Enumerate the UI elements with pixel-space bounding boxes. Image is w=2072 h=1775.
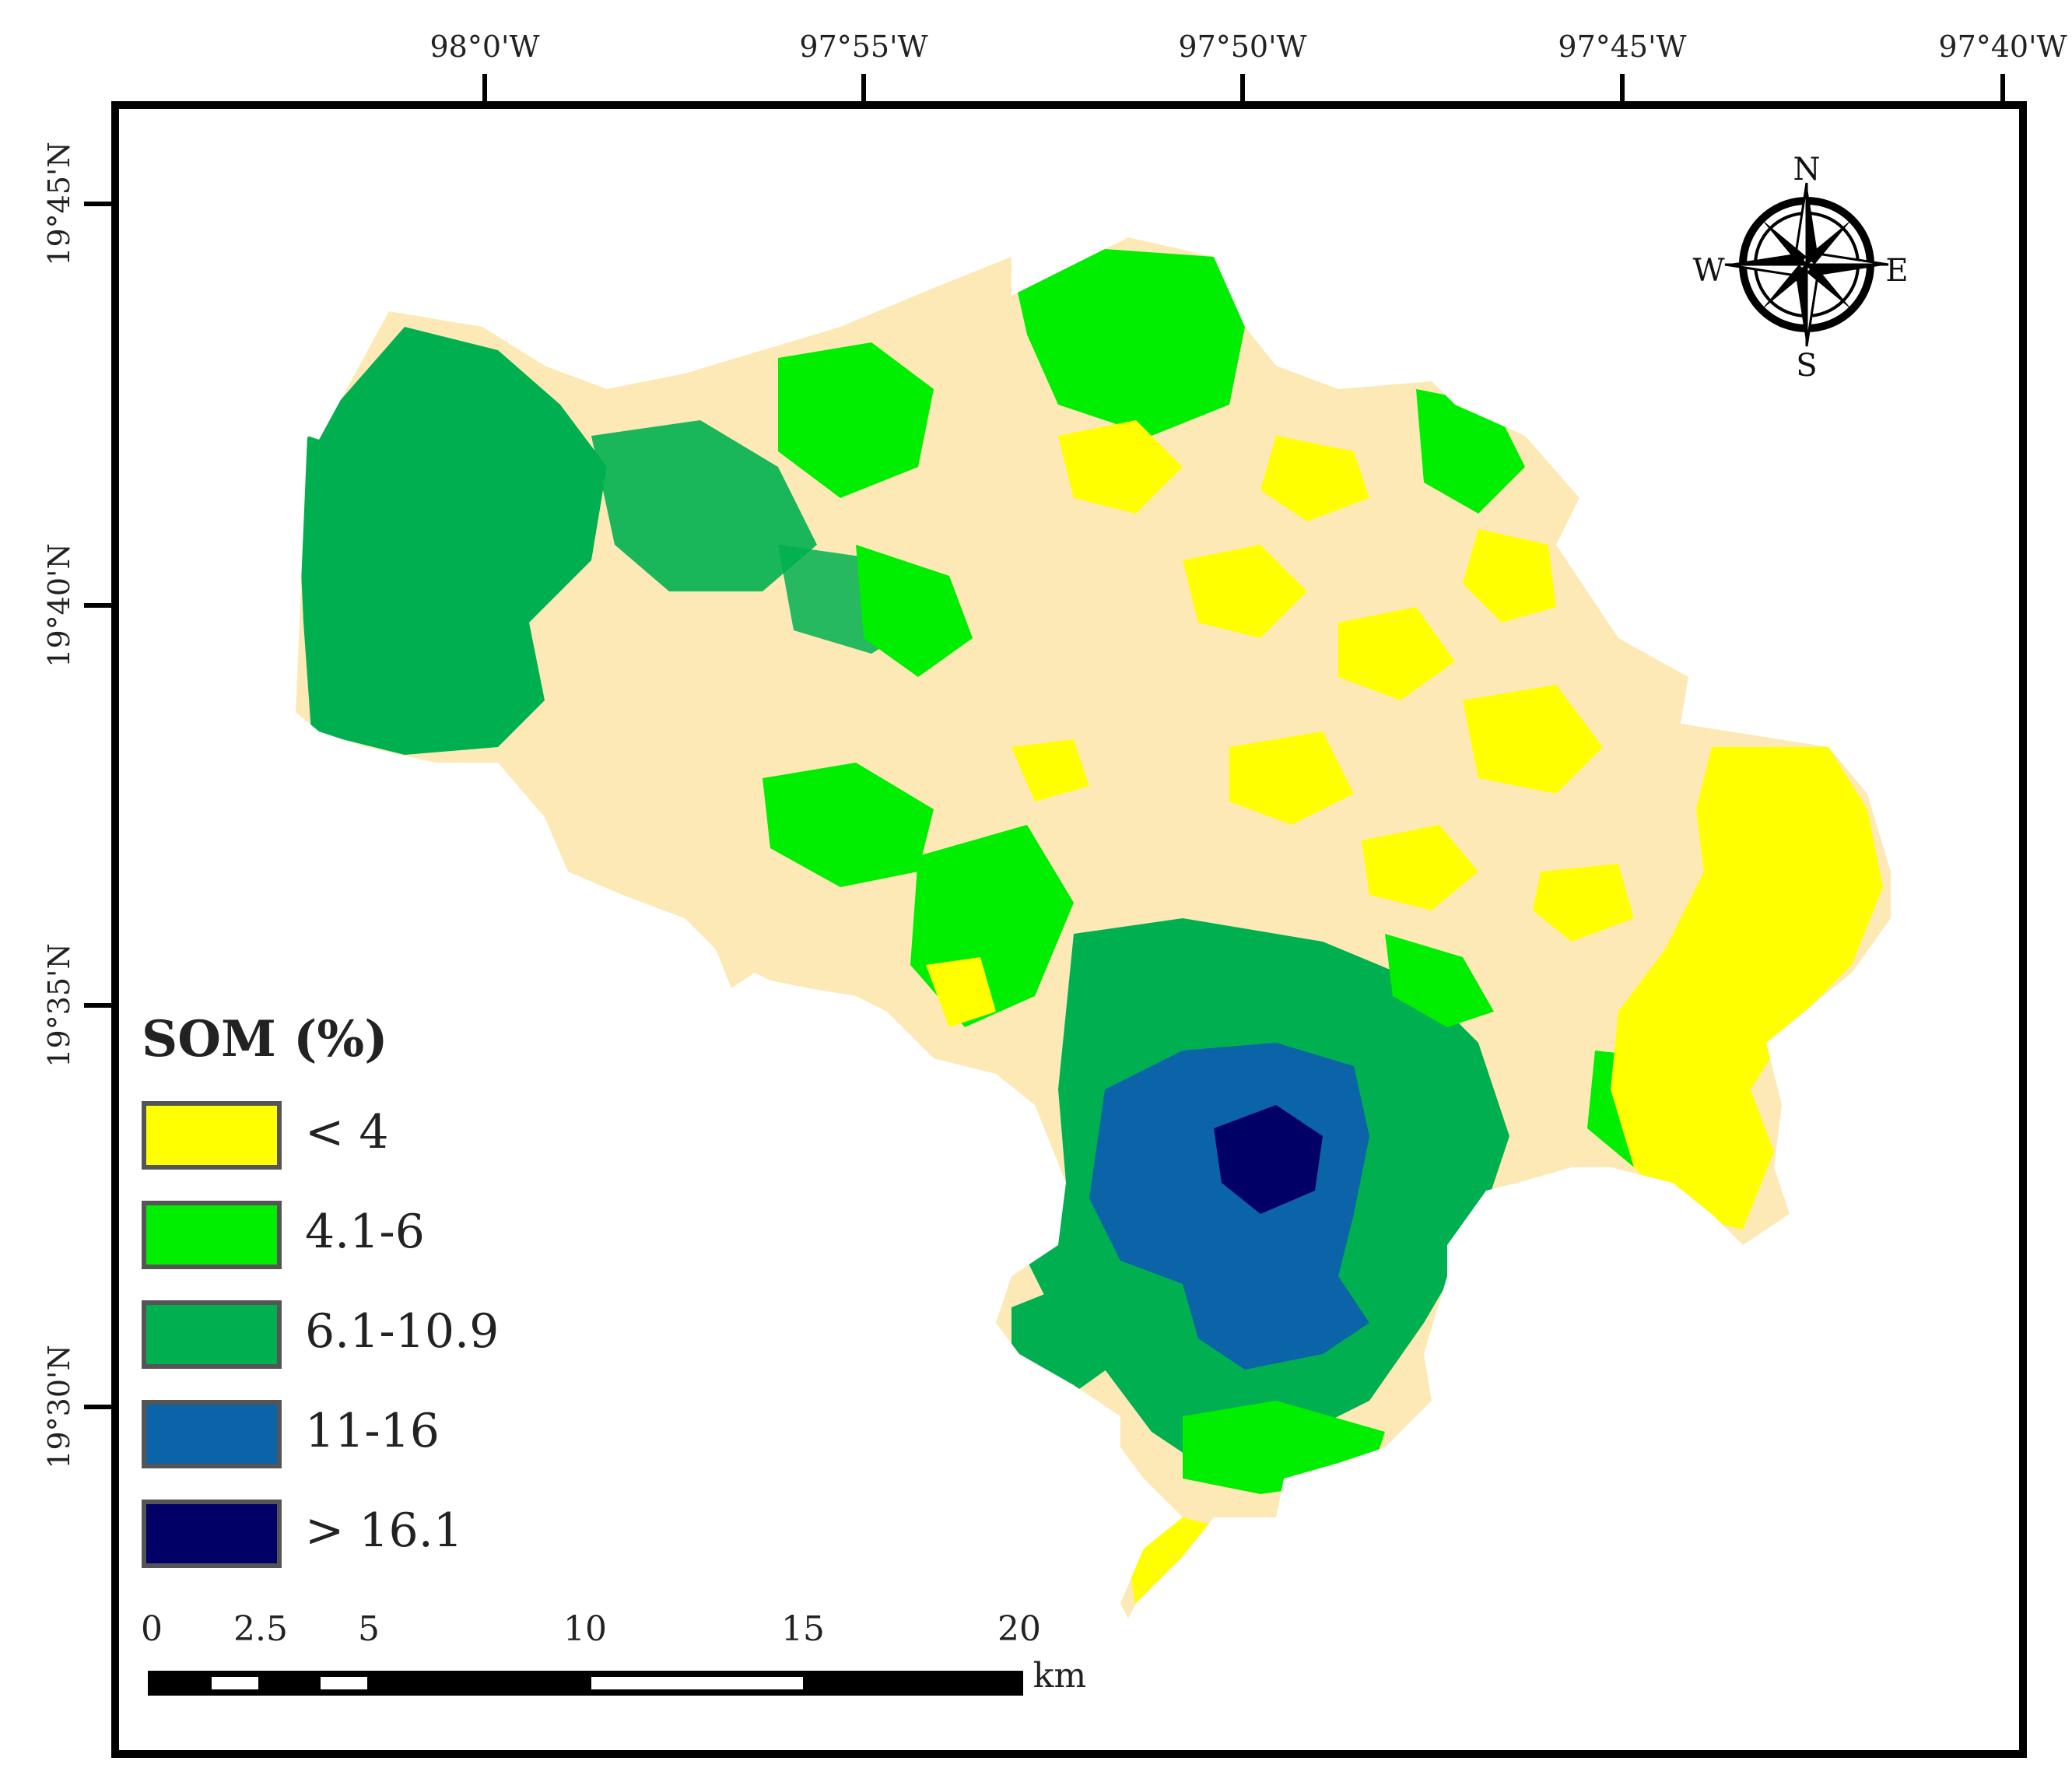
compass-rose: [1724, 182, 1889, 347]
compass-w-label: W: [1692, 253, 1725, 289]
legend-swatch-6-1-10-9: [142, 1300, 282, 1369]
legend-swatch-lt-4: [142, 1101, 282, 1170]
lon-label-3: 97°50'W: [1178, 30, 1307, 64]
legend-title: SOM (%): [142, 1010, 388, 1068]
legend-label-lt-4: < 4: [305, 1105, 389, 1159]
lat-label-2: 19°40'N: [42, 543, 76, 668]
legend-label-6-1-10-9: 6.1-10.9: [305, 1304, 500, 1359]
scale-label-0: 0: [141, 1609, 163, 1649]
compass-n-label: N: [1793, 152, 1821, 188]
scale-bar: [148, 1671, 1023, 1696]
scale-label-10: 10: [563, 1609, 607, 1649]
lon-label-1: 98°0'W: [429, 30, 540, 64]
lat-label-4: 19°30'N: [42, 1345, 76, 1469]
scale-label-15: 15: [781, 1609, 825, 1649]
lon-label-4: 97°45'W: [1558, 30, 1687, 64]
legend-label-4-1-6: 4.1-6: [305, 1205, 425, 1259]
legend-swatch-11-16: [142, 1400, 282, 1468]
scale-unit-label: km: [1032, 1656, 1087, 1696]
legend-swatch-gt-16-1: [142, 1500, 282, 1568]
scale-label-2-5: 2.5: [233, 1609, 288, 1649]
compass-e-label: E: [1885, 253, 1909, 289]
lat-label-1: 19°45'N: [42, 142, 76, 266]
class-gt-16-1-areas: [1214, 1105, 1323, 1214]
graticule-ticks: [84, 74, 2005, 1409]
legend-swatch-4-1-6: [142, 1201, 282, 1269]
legend-label-gt-16-1: > 16.1: [305, 1503, 463, 1558]
compass-s-label: S: [1796, 348, 1818, 384]
scale-label-20: 20: [997, 1609, 1041, 1649]
class-lt-4-areas: [926, 420, 1883, 1611]
legend-label-11-16: 11-16: [305, 1404, 440, 1458]
lon-label-2: 97°55'W: [799, 30, 928, 64]
scale-label-5: 5: [358, 1609, 380, 1649]
lat-label-3: 19°35'N: [42, 943, 76, 1068]
lon-label-5: 97°40'W: [1938, 30, 2067, 64]
